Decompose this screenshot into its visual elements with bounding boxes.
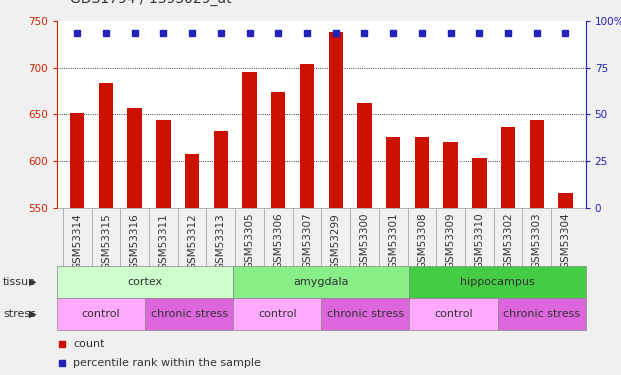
- Bar: [57, 298, 145, 330]
- Text: tissue: tissue: [3, 277, 36, 287]
- Bar: [156, 120, 171, 208]
- Text: ▶: ▶: [29, 309, 37, 319]
- Bar: [443, 142, 458, 208]
- Text: GSM53300: GSM53300: [360, 213, 369, 269]
- Bar: [57, 266, 233, 298]
- Text: GSM53305: GSM53305: [245, 213, 255, 269]
- Text: count: count: [73, 339, 104, 349]
- Text: GDS1794 / 1393029_at: GDS1794 / 1393029_at: [70, 0, 231, 6]
- Text: GSM53313: GSM53313: [216, 213, 226, 270]
- Text: hippocampus: hippocampus: [460, 277, 535, 287]
- Text: GSM53301: GSM53301: [388, 213, 398, 269]
- Text: GSM53316: GSM53316: [130, 213, 140, 270]
- Text: GSM53304: GSM53304: [561, 213, 571, 269]
- Text: GSM53303: GSM53303: [532, 213, 542, 269]
- Bar: [127, 108, 142, 208]
- Text: chronic stress: chronic stress: [151, 309, 228, 319]
- Text: GSM53310: GSM53310: [474, 213, 484, 269]
- Text: GSM53306: GSM53306: [273, 213, 283, 269]
- Text: cortex: cortex: [128, 277, 163, 287]
- Bar: [322, 298, 409, 330]
- Text: ▶: ▶: [29, 277, 37, 287]
- Text: GSM53309: GSM53309: [446, 213, 456, 269]
- Text: percentile rank within the sample: percentile rank within the sample: [73, 358, 261, 368]
- Bar: [329, 32, 343, 208]
- Text: chronic stress: chronic stress: [503, 309, 580, 319]
- Bar: [415, 137, 429, 208]
- Bar: [409, 266, 586, 298]
- Bar: [357, 103, 371, 208]
- Text: GSM53315: GSM53315: [101, 213, 111, 270]
- Text: GSM53311: GSM53311: [158, 213, 168, 270]
- Bar: [558, 193, 573, 208]
- Bar: [497, 298, 586, 330]
- Bar: [145, 298, 233, 330]
- Bar: [386, 137, 401, 208]
- Bar: [242, 72, 256, 208]
- Text: GSM53314: GSM53314: [72, 213, 82, 270]
- Text: GSM53299: GSM53299: [331, 213, 341, 270]
- Text: amygdala: amygdala: [294, 277, 349, 287]
- Bar: [300, 64, 314, 208]
- Bar: [233, 298, 322, 330]
- Bar: [530, 120, 544, 208]
- Text: GSM53307: GSM53307: [302, 213, 312, 269]
- Text: GSM53312: GSM53312: [187, 213, 197, 270]
- Bar: [185, 154, 199, 208]
- Text: stress: stress: [3, 309, 36, 319]
- Text: control: control: [434, 309, 473, 319]
- Bar: [214, 131, 228, 208]
- Text: chronic stress: chronic stress: [327, 309, 404, 319]
- Bar: [233, 266, 409, 298]
- Text: GSM53308: GSM53308: [417, 213, 427, 269]
- Bar: [501, 127, 515, 208]
- Bar: [271, 92, 286, 208]
- Text: control: control: [82, 309, 120, 319]
- Bar: [472, 158, 486, 208]
- Text: GSM53302: GSM53302: [503, 213, 513, 269]
- Bar: [99, 82, 113, 208]
- Bar: [409, 298, 497, 330]
- Bar: [70, 113, 84, 208]
- Text: control: control: [258, 309, 297, 319]
